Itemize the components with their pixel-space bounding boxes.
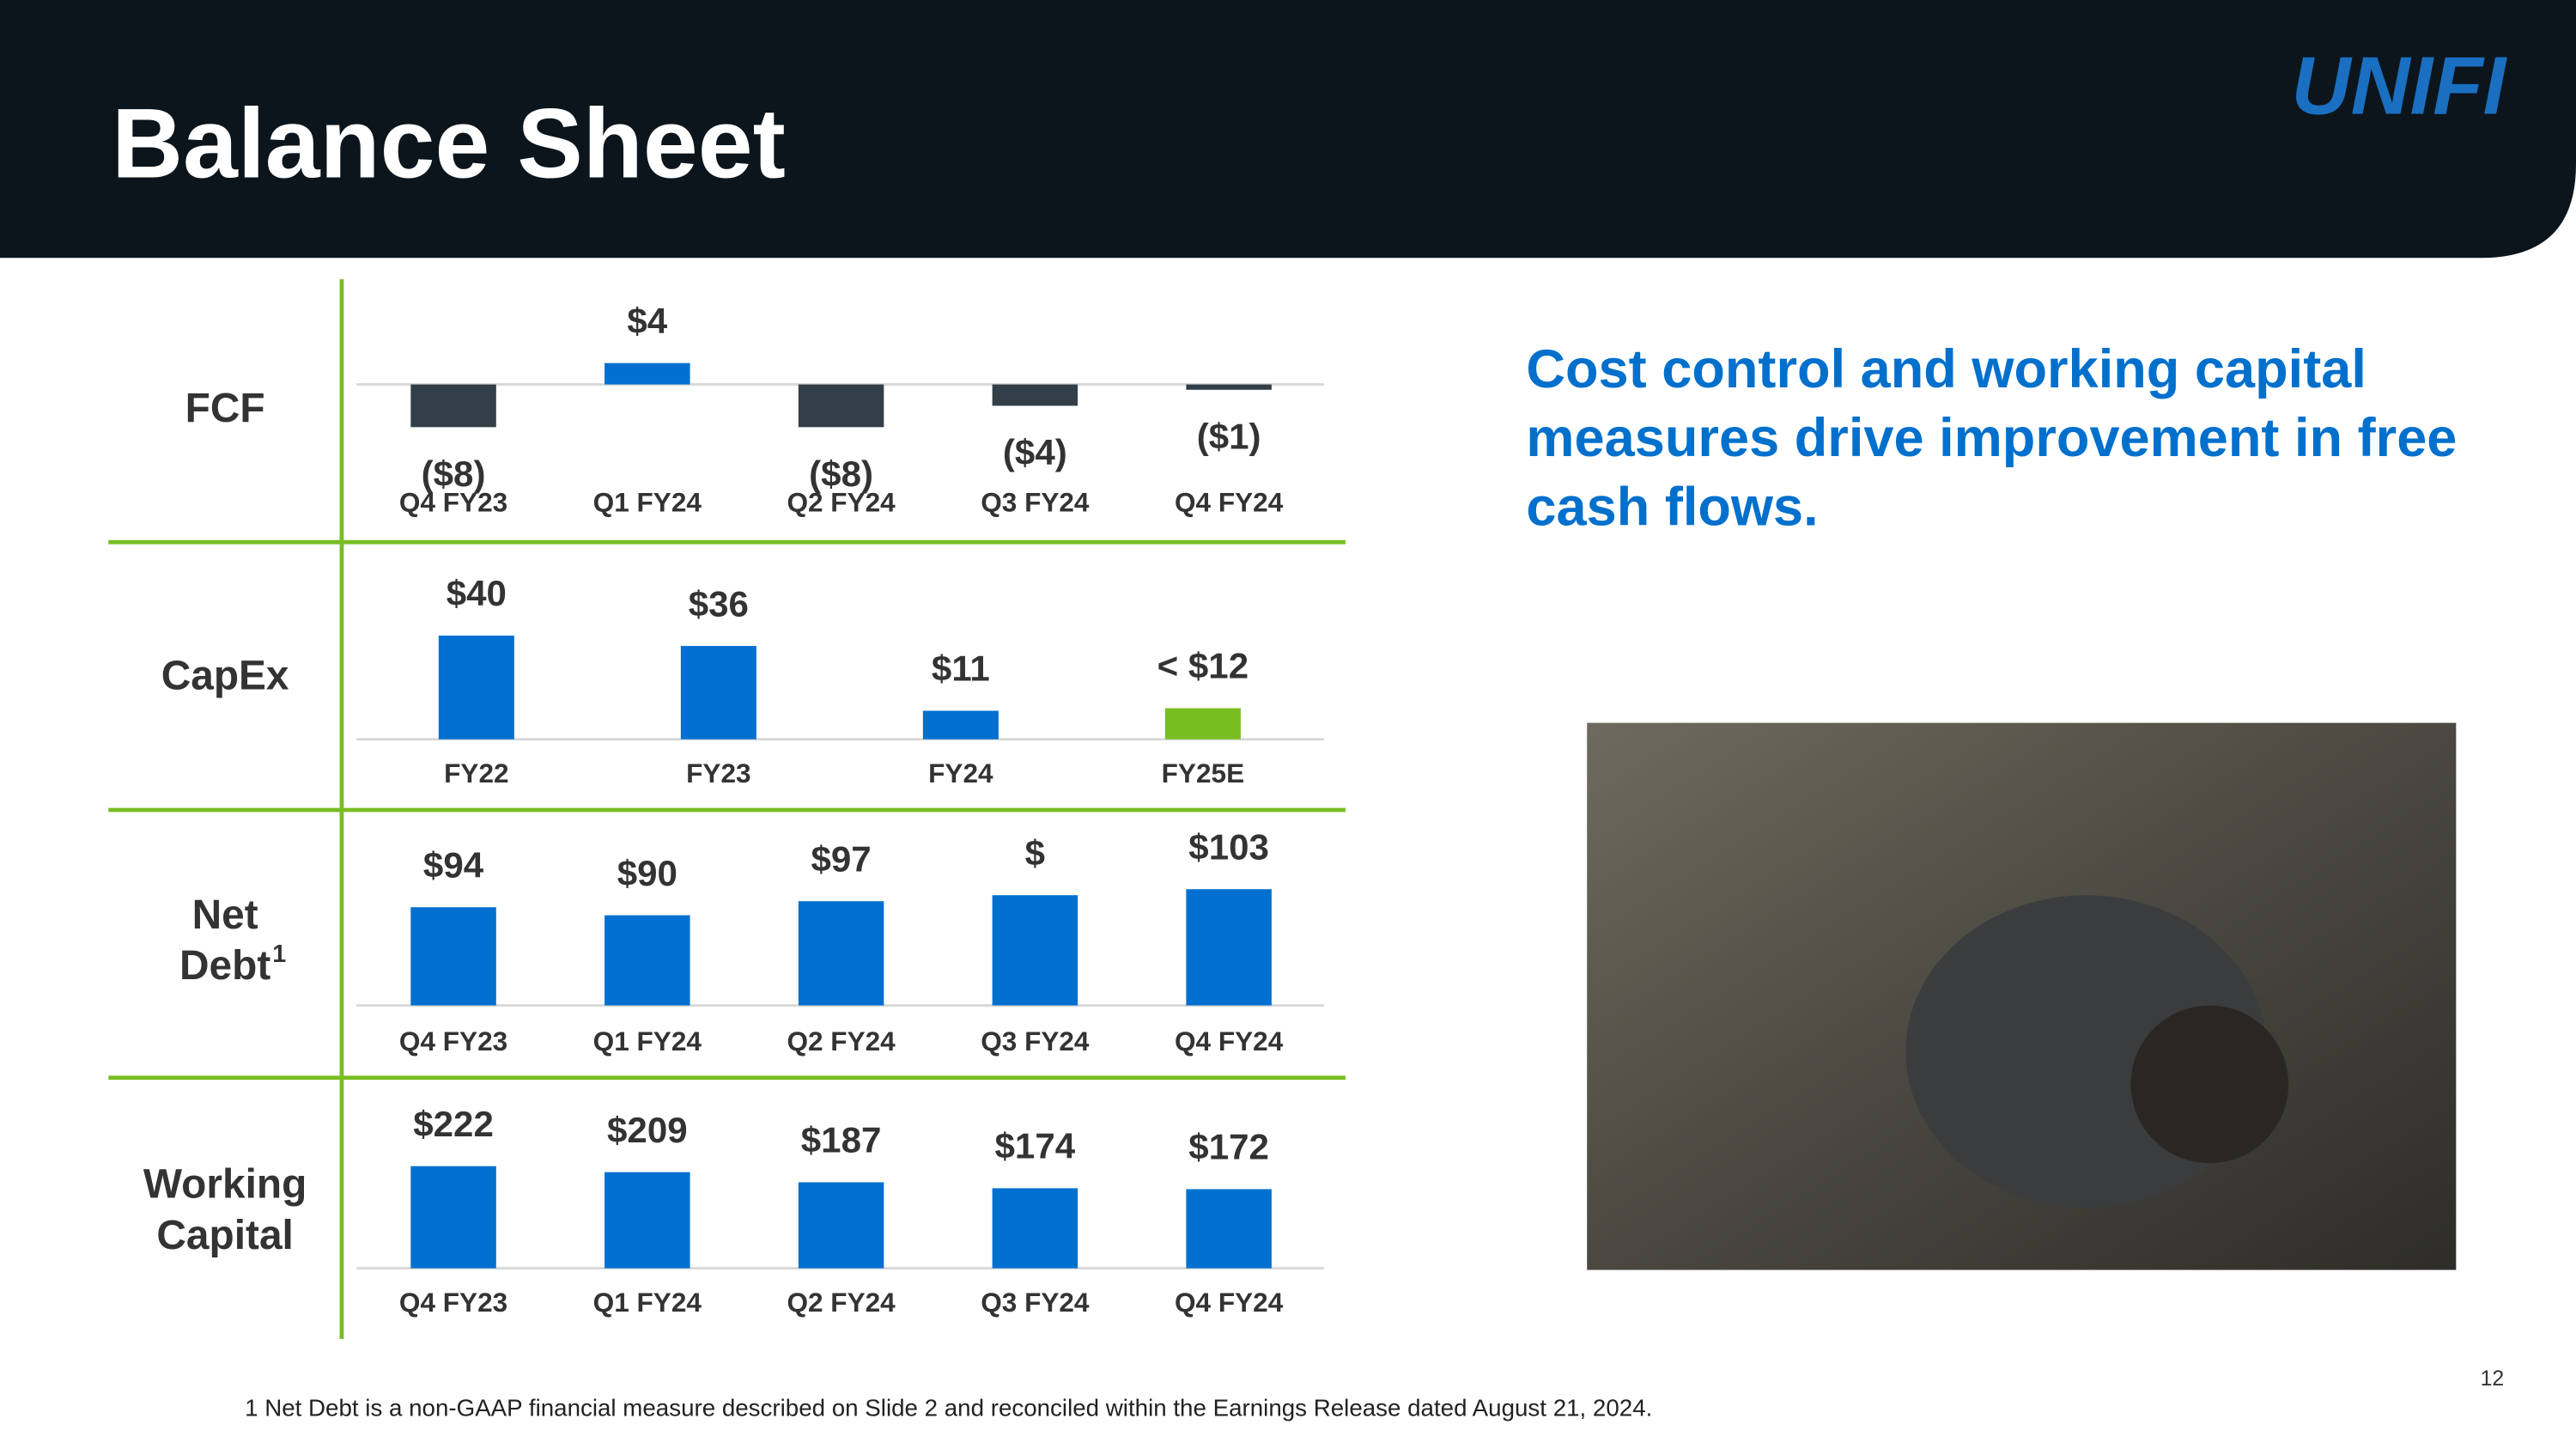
data-label: $40 <box>447 573 507 613</box>
bar <box>992 895 1078 1006</box>
page-number: 12 <box>2481 1367 2505 1391</box>
data-label: $172 <box>1188 1127 1269 1167</box>
data-label: ($8) <box>809 454 873 494</box>
header-band <box>0 0 2576 259</box>
photo-figure <box>2130 1005 2289 1164</box>
slide-title: Balance Sheet <box>112 88 786 198</box>
x-tick-label: Q3 FY24 <box>981 487 1090 518</box>
data-label: $103 <box>1188 826 1269 867</box>
bar <box>410 1166 496 1269</box>
data-label: ($8) <box>422 454 486 494</box>
data-label: $36 <box>689 583 749 624</box>
bar <box>1186 384 1272 390</box>
x-tick-label: Q4 FY24 <box>1175 487 1284 518</box>
bar <box>410 384 496 428</box>
x-tick-label: Q4 FY23 <box>399 1287 507 1318</box>
x-tick-label: Q1 FY24 <box>593 1287 702 1318</box>
data-label: $94 <box>423 844 484 885</box>
bar <box>438 636 514 740</box>
x-tick-label: Q2 FY24 <box>787 1026 896 1056</box>
x-tick-label: Q4 FY24 <box>1175 1287 1284 1318</box>
x-tick-label: Q2 FY24 <box>787 487 896 518</box>
row-label: Capital <box>156 1213 293 1258</box>
x-tick-label: Q4 FY23 <box>399 487 507 518</box>
x-tick-label: FY23 <box>686 758 750 788</box>
data-label: ($4) <box>1003 432 1067 472</box>
x-tick-label: FY22 <box>444 758 508 788</box>
data-label: $187 <box>801 1120 882 1160</box>
bar <box>605 1172 690 1269</box>
x-tick-label: Q2 FY24 <box>787 1287 896 1318</box>
row-label: FCF <box>185 386 265 431</box>
callout-line: cash flows. <box>1526 478 1818 538</box>
row-label: Debt <box>179 943 270 989</box>
x-tick-label: Q3 FY24 <box>981 1287 1090 1318</box>
bar <box>798 384 884 428</box>
bar <box>605 362 690 385</box>
x-tick-label: FY25E <box>1162 758 1244 788</box>
bar <box>1164 708 1241 740</box>
data-label: < $12 <box>1157 646 1249 686</box>
x-tick-label: Q4 FY24 <box>1175 1026 1284 1056</box>
logo: UNIFI <box>2292 40 2508 131</box>
data-label: $90 <box>617 853 677 893</box>
row-label: Net <box>192 892 258 938</box>
callout-line: Cost control and working capital <box>1526 339 2366 399</box>
bar <box>922 710 999 740</box>
bar <box>992 384 1078 406</box>
data-label: $174 <box>995 1126 1076 1166</box>
x-tick-label: Q3 FY24 <box>981 1026 1090 1056</box>
data-label: $97 <box>811 838 871 879</box>
footnote-marker: 1 <box>272 941 286 968</box>
bar <box>1186 1189 1272 1269</box>
data-label: $4 <box>627 301 667 341</box>
x-tick-label: FY24 <box>928 758 993 788</box>
row-label: CapEx <box>161 654 289 699</box>
bar <box>605 915 690 1006</box>
x-tick-label: Q4 FY23 <box>399 1026 507 1056</box>
data-label: $ <box>1025 832 1045 873</box>
footnote: 1 Net Debt is a non-GAAP financial measu… <box>245 1394 1652 1421</box>
x-tick-label: Q1 FY24 <box>593 487 702 518</box>
data-label: $11 <box>932 648 990 689</box>
row-label: Working <box>143 1162 307 1208</box>
bar <box>410 907 496 1006</box>
bar <box>798 901 884 1006</box>
data-label: $222 <box>413 1104 494 1144</box>
data-label: ($1) <box>1197 416 1261 456</box>
bar <box>798 1182 884 1269</box>
x-tick-label: Q1 FY24 <box>593 1026 702 1056</box>
bar <box>1186 889 1272 1006</box>
callout-line: measures drive improvement in free <box>1526 408 2457 468</box>
data-label: $209 <box>607 1110 688 1150</box>
bar <box>992 1188 1078 1269</box>
bar <box>680 646 756 740</box>
